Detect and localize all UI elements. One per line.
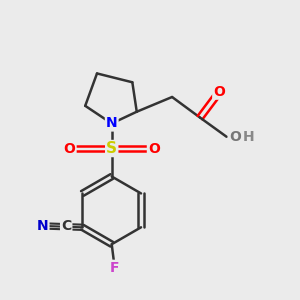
Text: S: S (106, 141, 117, 156)
Text: O: O (229, 130, 241, 144)
Text: O: O (213, 85, 225, 99)
Text: N: N (106, 116, 118, 130)
Text: H: H (243, 130, 254, 144)
Text: N: N (37, 219, 49, 233)
Text: C: C (61, 219, 71, 233)
Text: F: F (110, 261, 119, 275)
Text: O: O (64, 142, 76, 155)
Text: O: O (148, 142, 160, 155)
